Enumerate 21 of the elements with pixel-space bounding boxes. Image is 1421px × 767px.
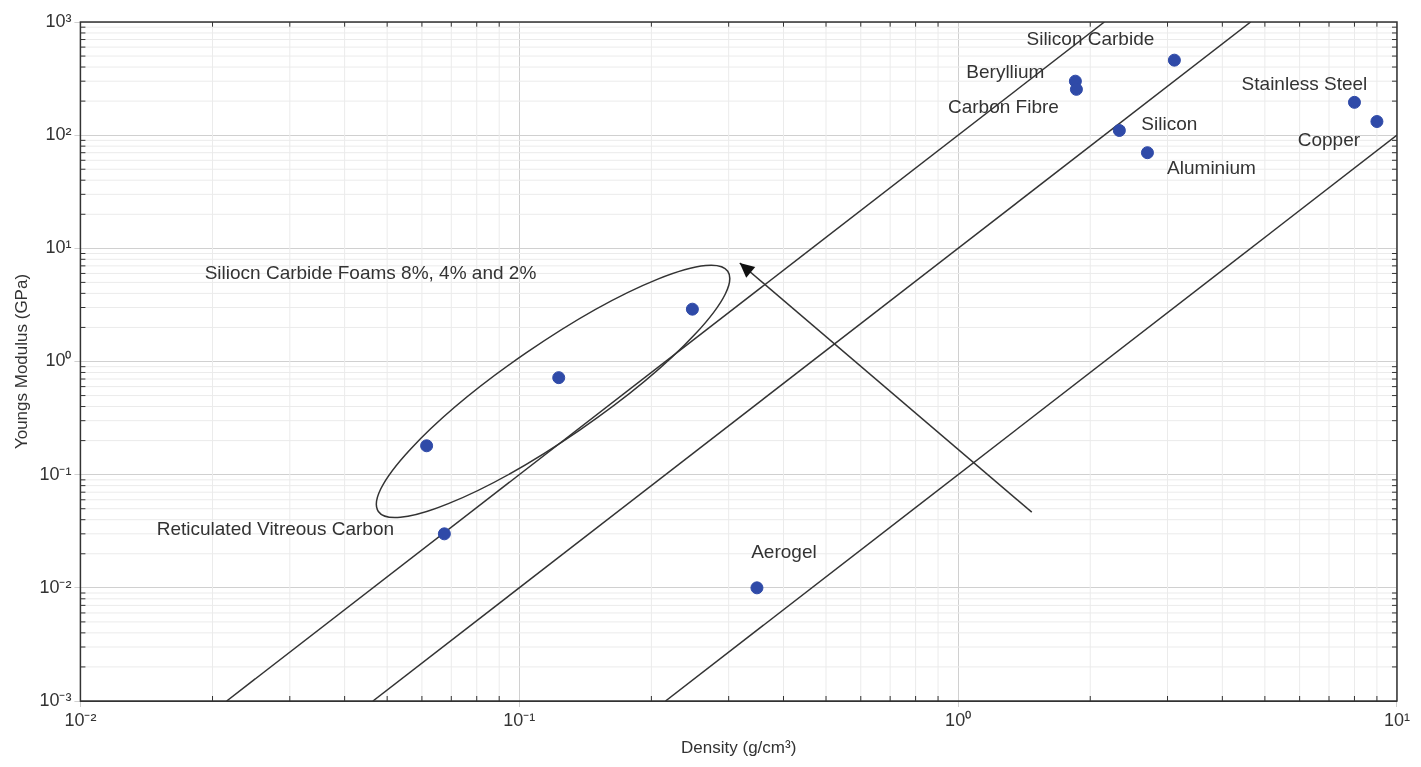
annotation: Aerogel — [751, 541, 817, 563]
annotation: Silicon Carbide — [1026, 28, 1155, 50]
annotation: Siliocn Carbide Foams 8%, 4% and 2% — [204, 262, 537, 284]
y-tick-label: 10⁰ — [45, 350, 72, 371]
annotation: Aluminium — [1167, 156, 1256, 178]
annotation: Stainless Steel — [1241, 72, 1368, 94]
y-tick-label: 10⁻³ — [39, 689, 72, 710]
y-tick-label: 10³ — [45, 10, 72, 31]
annotation: Silicon — [1141, 112, 1198, 134]
annotation: Copper — [1297, 128, 1361, 150]
annotation: Reticulated Vitreous Carbon — [156, 518, 395, 540]
x-tick-label: 10⁰ — [945, 709, 972, 730]
y-tick-label: 10⁻² — [39, 576, 72, 597]
y-tick-label: 10⁻¹ — [39, 463, 72, 484]
x-tick-label: 10¹ — [1383, 709, 1411, 730]
x-axis-title: Density (g/cm³) — [681, 738, 797, 758]
y-tick-label: 10¹ — [45, 237, 72, 258]
x-tick-label: 10⁻¹ — [503, 709, 536, 730]
y-axis-title: Youngs Modulus (GPa) — [11, 273, 31, 450]
y-tick-label: 10² — [45, 124, 72, 145]
x-tick-label: 10⁻² — [64, 709, 97, 730]
